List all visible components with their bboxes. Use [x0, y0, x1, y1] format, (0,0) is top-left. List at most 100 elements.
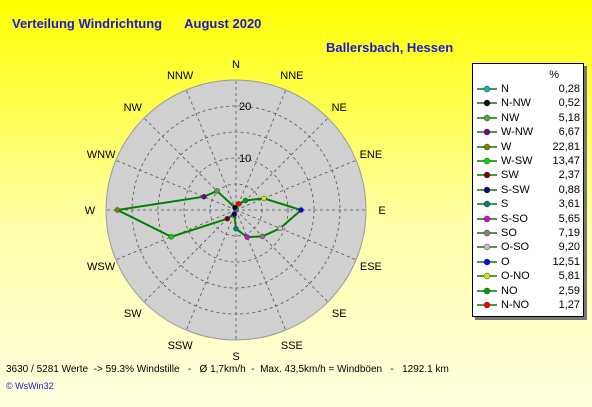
title-text: Verteilung Windrichtung	[12, 16, 163, 31]
legend-label: S-SW	[501, 183, 530, 196]
legend-item: S-SO 5,65	[473, 212, 583, 226]
direction-label: E	[378, 205, 385, 217]
legend-marker	[477, 172, 497, 179]
legend-label: N	[501, 83, 509, 95]
legend-value: 5,65	[558, 212, 580, 225]
legend-label: W-NW	[501, 126, 534, 139]
rose-ring	[183, 157, 289, 263]
data-point-ese	[277, 225, 283, 232]
rose-spoke	[143, 209, 237, 303]
legend-marker	[477, 244, 497, 251]
legend-marker	[477, 85, 497, 93]
direction-label: SSW	[168, 340, 194, 352]
direction-label: SW	[124, 308, 142, 320]
legend-unit: %	[549, 69, 559, 81]
legend-value: 1,27	[558, 299, 580, 311]
legend-label: S-SO	[501, 212, 528, 225]
direction-label: SE	[332, 308, 347, 320]
legend-marker	[477, 301, 497, 309]
ring-label: 10	[239, 153, 251, 165]
legend-marker	[477, 287, 497, 294]
legend: % N 0,28 N-NW 0,52 NW 5,18 W-NW 6,67 W 22,81 W-SW 1…	[472, 63, 584, 317]
direction-label: W	[85, 205, 96, 217]
rose-spoke	[235, 209, 287, 331]
legend-marker	[477, 100, 497, 107]
data-point-nw	[214, 188, 220, 194]
title-month: August 2020	[184, 16, 262, 31]
legend-value: 6,67	[558, 126, 580, 139]
legend-label: W	[501, 140, 512, 153]
direction-label: WSW	[87, 261, 116, 273]
data-point-wnw	[201, 193, 207, 200]
legend-label: NW	[501, 111, 520, 124]
data-point-e	[298, 207, 304, 213]
legend-item: NW 5,18	[473, 111, 583, 125]
direction-label: S	[232, 351, 239, 363]
legend-value: 0,28	[558, 83, 580, 95]
legend-item: W-NW 6,67	[473, 125, 583, 139]
legend-item: W 22,81	[473, 140, 583, 154]
legend-label: O-SO	[501, 241, 530, 254]
legend-value: 13,47	[552, 155, 580, 167]
direction-label: WNW	[87, 149, 116, 161]
data-point-se	[259, 233, 266, 240]
rose-spoke	[235, 159, 357, 211]
data-point-ne	[242, 197, 249, 204]
legend-value: 2,37	[558, 169, 580, 182]
legend-marker	[477, 157, 497, 165]
legend-value: 3,61	[558, 198, 580, 211]
data-point-nnw	[232, 204, 238, 211]
legend-value: 5,18	[558, 111, 580, 124]
direction-label: N	[232, 59, 240, 71]
legend-value: 22,81	[552, 140, 580, 153]
legend-item: NO 2,59	[473, 284, 583, 298]
legend-value: 9,20	[558, 241, 580, 254]
legend-item: N-NW 0,52	[473, 96, 583, 110]
rose-spoke	[115, 159, 237, 211]
data-point-nne	[235, 201, 242, 207]
legend-marker	[477, 272, 497, 280]
legend-value: 2,59	[558, 284, 580, 297]
rose-spoke	[185, 89, 237, 211]
legend-value: 7,19	[558, 227, 580, 239]
direction-label: ESE	[360, 261, 382, 273]
legend-marker	[477, 143, 497, 150]
direction-label: NNE	[280, 70, 303, 82]
legend-item: O 12,51	[473, 255, 583, 269]
legend-label: O-NO	[501, 270, 530, 283]
legend-label: SW	[501, 169, 519, 182]
legend-item: SW 2,37	[473, 168, 583, 182]
chart-title: Verteilung Windrichtung August 2020	[12, 16, 261, 31]
rose-spoke	[235, 89, 287, 211]
legend-item: SO 7,19	[473, 226, 583, 240]
legend-label: SO	[501, 227, 517, 239]
legend-value: 5,81	[558, 270, 580, 283]
data-point-ssw	[231, 211, 237, 217]
station-location: Ballersbach, Hessen	[326, 40, 454, 55]
copyright: © WsWin32	[6, 381, 54, 391]
footer-stats: 3630 / 5281 Werte -> 59.3% Windstille - …	[6, 364, 449, 375]
legend-marker	[477, 114, 497, 122]
data-point-s	[233, 226, 239, 232]
legend-label: N-NO	[501, 299, 530, 311]
legend-label: O	[501, 255, 510, 268]
direction-label: NE	[332, 102, 347, 114]
legend-item: S 3,61	[473, 197, 583, 211]
data-point-ene	[261, 195, 267, 202]
legend-item: W-SW 13,47	[473, 154, 583, 168]
legend-label: NO	[501, 284, 518, 297]
ring-label: 20	[239, 101, 251, 113]
legend-item: O-SO 9,20	[473, 240, 583, 254]
legend-marker	[477, 186, 497, 194]
legend-item: N-NO 1,27	[473, 298, 583, 312]
legend-marker	[477, 215, 497, 222]
direction-label: NNW	[167, 70, 194, 82]
direction-label: ENE	[360, 149, 383, 161]
rose-spoke	[143, 117, 237, 211]
data-point-sse	[244, 234, 250, 240]
legend-marker	[477, 258, 497, 266]
legend-item: S-SW 0,88	[473, 183, 583, 197]
data-point-wsw	[168, 234, 175, 240]
